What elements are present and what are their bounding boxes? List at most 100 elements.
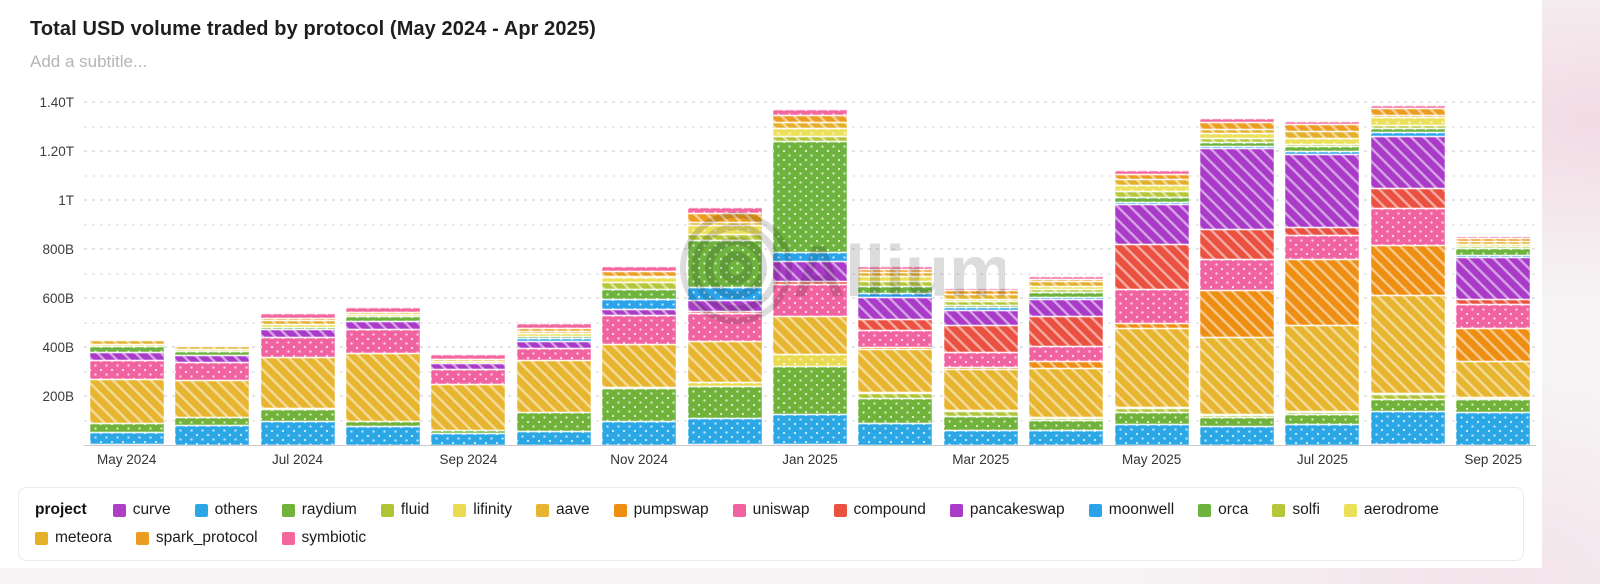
bar-may-2025[interactable]	[1114, 170, 1189, 446]
bar-segment-uniswap[interactable]	[345, 329, 420, 353]
bar-segment-aave[interactable]	[1200, 337, 1275, 415]
bar-segment-moonwell[interactable]	[1370, 132, 1445, 137]
bar-segment-raydium[interactable]	[345, 421, 420, 427]
bar-segment-symbiotic[interactable]	[260, 313, 335, 319]
bar-segment-others[interactable]	[89, 432, 164, 445]
bar-segment-curve[interactable]	[773, 443, 847, 446]
bar-segment-aave[interactable]	[858, 349, 933, 393]
bar-segment-aave[interactable]	[1285, 325, 1360, 411]
bar-segment-raydium[interactable]	[1370, 398, 1445, 411]
bar-segment-aave[interactable]	[431, 383, 506, 431]
bar-segment-fluid[interactable]	[1370, 394, 1445, 399]
bar-segment-spark_protocol[interactable]	[1200, 122, 1275, 129]
bar-segment-symbiotic[interactable]	[1029, 276, 1104, 279]
bar-segment-aave[interactable]	[943, 368, 1018, 411]
bar-segment-solfi[interactable]	[1456, 245, 1531, 248]
legend-item-moonwell[interactable]: moonwell	[1088, 501, 1174, 519]
bar-segment-pancakeswap[interactable]	[858, 297, 933, 320]
bar-segment-lifinity[interactable]	[773, 354, 847, 367]
legend-item-meteora[interactable]: meteora	[35, 529, 112, 547]
bar-segment-aave[interactable]	[602, 344, 677, 388]
legend-item-compound[interactable]: compound	[833, 501, 926, 519]
bar-segment-spark_protocol[interactable]	[260, 318, 335, 321]
bar-segment-spark_protocol[interactable]	[602, 270, 677, 276]
bar-segment-lifinity[interactable]	[687, 381, 762, 387]
bar-segment-uniswap[interactable]	[1370, 207, 1445, 245]
bar-segment-fluid[interactable]	[1114, 407, 1189, 413]
bar-segment-fluid[interactable]	[1200, 415, 1275, 418]
bar-segment-uniswap[interactable]	[1456, 303, 1531, 328]
bar-segment-meteora[interactable]	[602, 275, 677, 278]
bar-segment-others[interactable]	[431, 432, 506, 445]
legend-item-orca[interactable]: orca	[1198, 501, 1248, 519]
bar-segment-uniswap[interactable]	[1200, 259, 1275, 290]
bar-jun-2025[interactable]	[1200, 117, 1275, 446]
bar-segment-orca[interactable]	[175, 350, 250, 355]
bar-segment-aave[interactable]	[345, 352, 420, 422]
bar-nov-2024[interactable]	[602, 266, 677, 446]
bar-segment-moonwell[interactable]	[1285, 151, 1360, 154]
legend-item-lifinity[interactable]: lifinity	[453, 501, 512, 519]
bar-segment-others[interactable]	[943, 429, 1018, 445]
bar-jul-2025[interactable]	[1285, 120, 1360, 446]
bar-segment-spark_protocol[interactable]	[773, 115, 847, 123]
legend-item-solfi[interactable]: solfi	[1272, 501, 1320, 519]
bar-segment-aerodrome[interactable]	[260, 323, 335, 327]
bar-segment-meteora[interactable]	[516, 330, 591, 334]
bar-segment-orca[interactable]	[602, 289, 677, 300]
bar-segment-solfi[interactable]	[858, 280, 933, 286]
bar-segment-symbiotic[interactable]	[773, 108, 847, 116]
bar-segment-pancakeswap[interactable]	[1114, 204, 1189, 244]
bar-segment-lifinity[interactable]	[1200, 414, 1275, 416]
bar-segment-pumpswap[interactable]	[1285, 259, 1360, 326]
bar-segment-aave[interactable]	[1114, 328, 1189, 407]
bar-segment-orca[interactable]	[516, 336, 591, 339]
bar-segment-raydium[interactable]	[1456, 399, 1531, 412]
bar-segment-compound[interactable]	[1114, 243, 1189, 289]
bar-segment-meteora[interactable]	[431, 358, 506, 361]
bar-segment-orca[interactable]	[773, 141, 847, 252]
bar-segment-aerodrome[interactable]	[1200, 133, 1275, 139]
bar-segment-solfi[interactable]	[1370, 125, 1445, 128]
bar-segment-lifinity[interactable]	[1029, 416, 1104, 418]
bar-segment-lifinity[interactable]	[1370, 393, 1445, 395]
bar-segment-moonwell[interactable]	[858, 293, 933, 298]
bar-segment-aave[interactable]	[1370, 295, 1445, 394]
bar-segment-meteora[interactable]	[1370, 114, 1445, 118]
bar-segment-solfi[interactable]	[602, 281, 677, 289]
bar-segment-aerodrome[interactable]	[1029, 286, 1104, 290]
bar-segment-orca[interactable]	[345, 316, 420, 322]
bar-segment-aerodrome[interactable]	[89, 343, 164, 346]
bar-segment-aerodrome[interactable]	[1456, 243, 1531, 246]
bar-segment-raydium[interactable]	[175, 416, 250, 425]
bar-segment-aerodrome[interactable]	[345, 314, 420, 317]
bar-segment-fluid[interactable]	[1285, 411, 1360, 415]
bar-segment-meteora[interactable]	[1285, 130, 1360, 138]
bar-segment-pancakeswap[interactable]	[431, 362, 506, 369]
bar-segment-aerodrome[interactable]	[431, 360, 506, 363]
bar-segment-others[interactable]	[1114, 424, 1189, 445]
bar-segment-spark_protocol[interactable]	[943, 290, 1018, 294]
bar-segment-others[interactable]	[602, 421, 677, 445]
bar-segment-aave[interactable]	[175, 380, 250, 417]
chart-title[interactable]: Total USD volume traded by protocol (May…	[30, 18, 596, 40]
bar-segment-others[interactable]	[773, 414, 847, 444]
legend-item-uniswap[interactable]: uniswap	[732, 501, 810, 519]
bar-segment-compound[interactable]	[943, 325, 1018, 353]
bar-segment-lifinity[interactable]	[1285, 410, 1360, 412]
bar-segment-moonwell[interactable]	[1114, 202, 1189, 205]
bar-segment-orca[interactable]	[1114, 197, 1189, 203]
bar-segment-pancakeswap[interactable]	[175, 354, 250, 362]
bar-segment-uniswap[interactable]	[1029, 345, 1104, 362]
bar-sep-2025[interactable]	[1456, 236, 1531, 446]
bar-segment-uniswap[interactable]	[602, 315, 677, 345]
bar-segment-solfi[interactable]	[1200, 138, 1275, 142]
bar-segment-uniswap[interactable]	[1285, 234, 1360, 260]
legend-item-aave[interactable]: aave	[536, 501, 590, 519]
bar-segment-aerodrome[interactable]	[175, 348, 250, 351]
bar-segment-uniswap[interactable]	[516, 348, 591, 360]
bar-segment-raydium[interactable]	[516, 412, 591, 431]
bar-segment-others[interactable]	[1370, 410, 1445, 445]
bar-segment-pancakeswap[interactable]	[943, 310, 1018, 326]
bar-segment-uniswap[interactable]	[687, 313, 762, 342]
